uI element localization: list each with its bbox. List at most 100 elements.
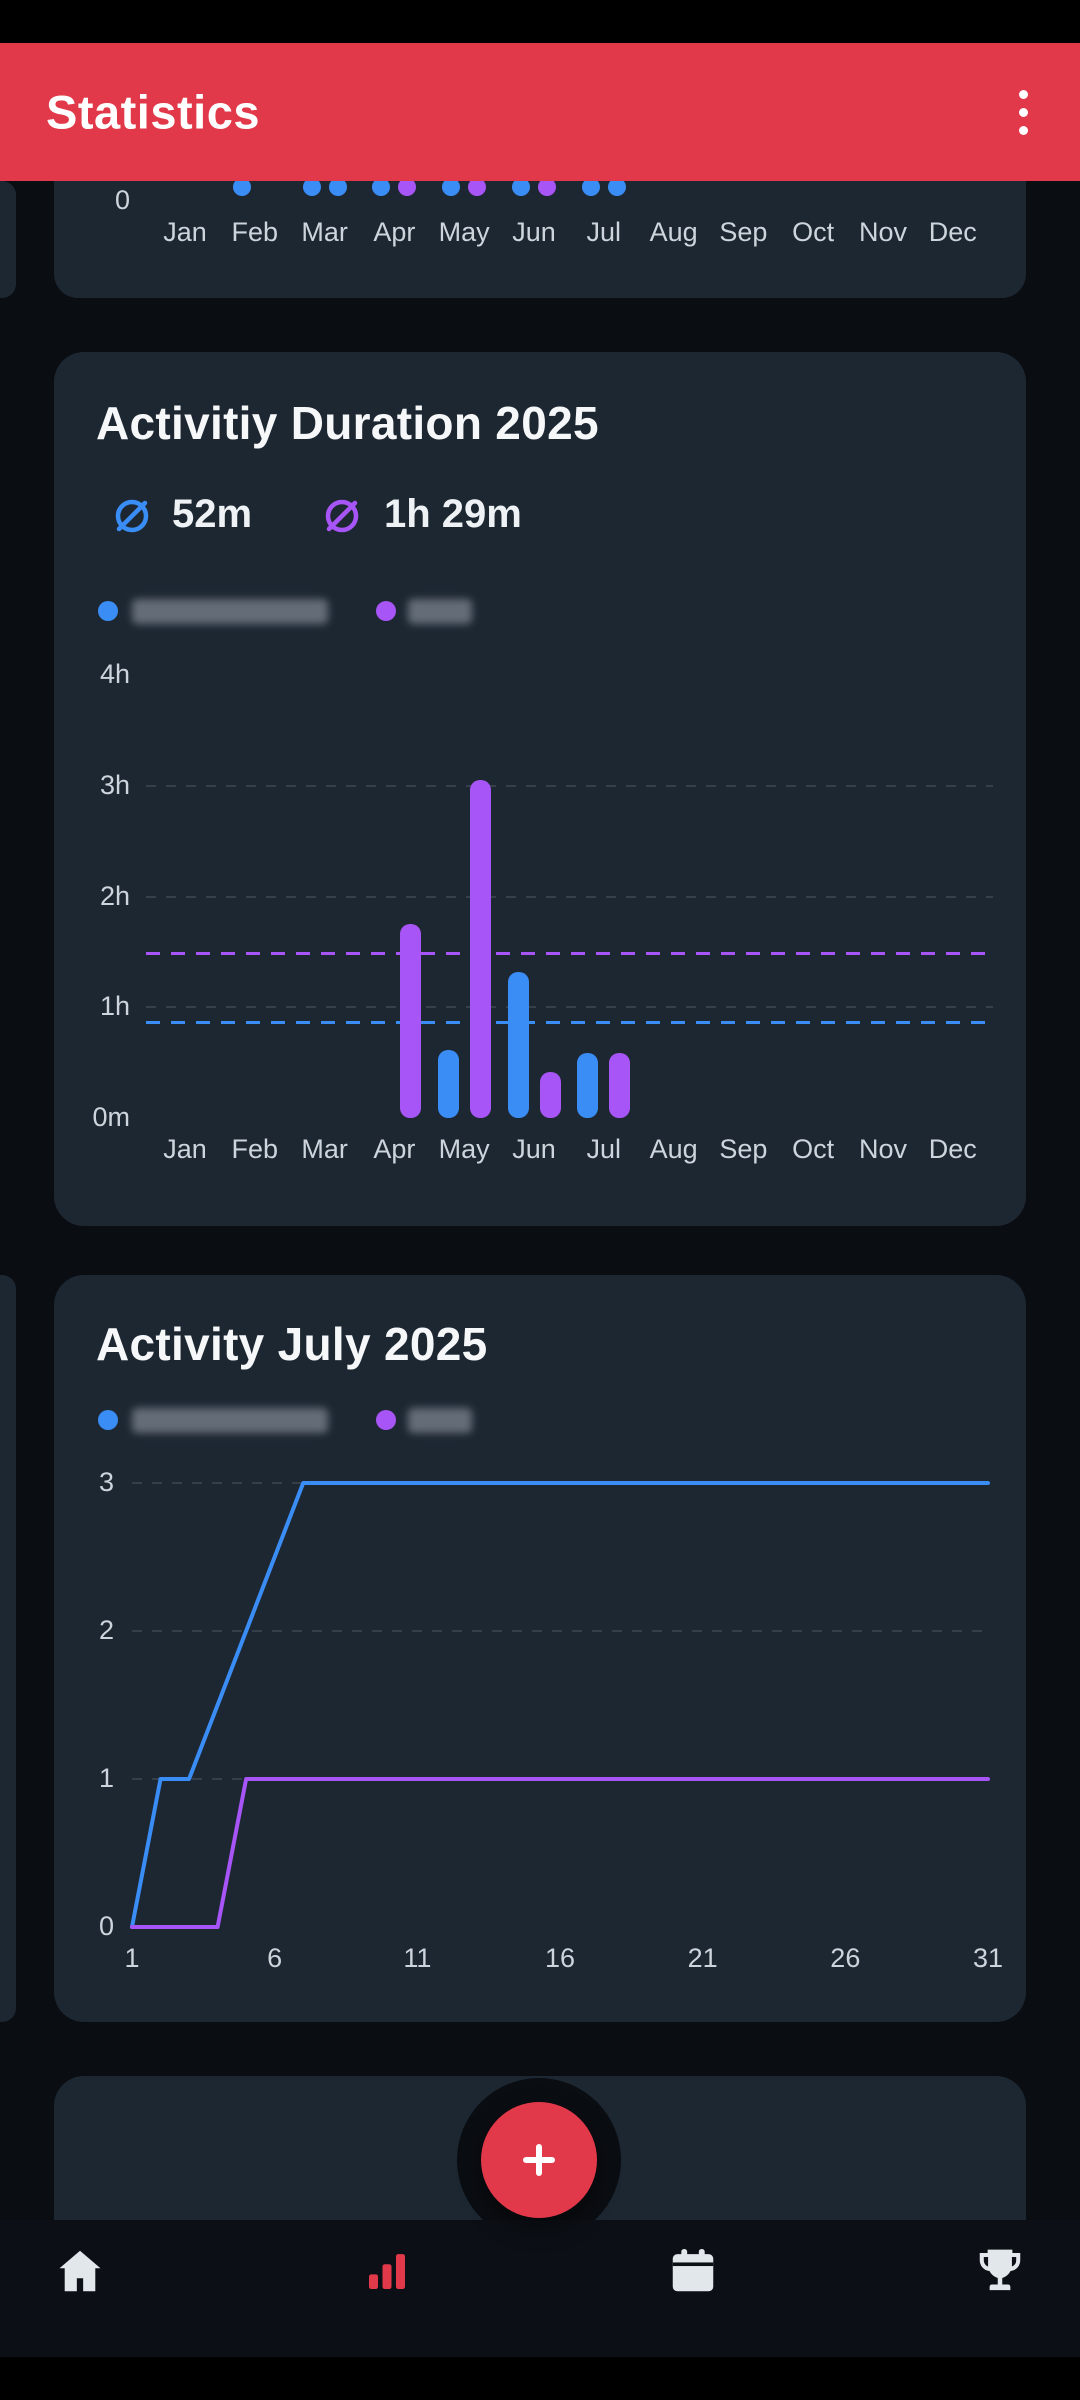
data-dot-blue (372, 181, 391, 196)
x-tick-label: Nov (858, 217, 907, 247)
data-dot-blue (581, 181, 600, 196)
y-tick-label: 1h (99, 991, 130, 1022)
bar-blue-jul (577, 1053, 599, 1118)
gesture-bar-area (0, 2357, 1080, 2400)
data-dot-purple (398, 181, 417, 196)
adjacent-card-sliver (0, 181, 16, 298)
x-tick-label: Apr (373, 1134, 416, 1164)
nav-trophy[interactable] (972, 2244, 1028, 2334)
legend-label-redacted (132, 599, 328, 624)
x-tick-label: 21 (687, 1943, 718, 1973)
average-value-blue: 52m (172, 492, 253, 536)
bottom-navigation (0, 2220, 1080, 2357)
x-tick-label: Jan (163, 1134, 207, 1164)
top-chart-card: 0 Jan Feb Mar Apr May Jun Jul Aug Sep Oct Nov Dec (54, 181, 1026, 298)
x-tick-label: Mar (301, 217, 348, 247)
x-tick-label: 1 (124, 1943, 140, 1973)
average-icon-purple (325, 499, 359, 533)
x-tick-label: Oct (792, 1134, 835, 1164)
july-chart: 0 1 2 3 1 6 11 16 21 26 31 (54, 1445, 1026, 1985)
x-tick-label: 11 (403, 1943, 432, 1973)
legend-dot-blue (98, 1410, 118, 1430)
gridline (146, 1006, 993, 1009)
bar-blue-jun (507, 972, 529, 1118)
x-tick-label: Sep (719, 217, 768, 247)
kebab-menu-icon[interactable] (996, 77, 1050, 147)
data-dot-purple (468, 181, 487, 196)
x-tick-label: Aug (649, 1134, 698, 1164)
x-tick-label: Jan (163, 217, 207, 247)
y-tick-label: 3h (99, 769, 130, 800)
y-tick-label: 0m (92, 1102, 130, 1132)
x-tick-label: Feb (231, 217, 279, 247)
line-purple (130, 1777, 990, 1929)
x-tick-label: Jun (512, 217, 556, 247)
x-tick-label: Aug (649, 217, 698, 247)
nav-statistics[interactable] (359, 2244, 415, 2334)
x-tick-label: Jul (586, 1134, 622, 1164)
july-card: Activity July 2025 0 1 2 3 1 6 11 16 21 26 31 (54, 1275, 1026, 2022)
x-tick-label: 31 (972, 1943, 1004, 1973)
duration-card: Activitiy Duration 2025 52m 1h 29m 0m 1h 2… (54, 352, 1026, 1226)
data-dot-blue (607, 181, 626, 196)
x-tick-label: Feb (231, 1134, 279, 1164)
line-blue (130, 1481, 990, 1929)
data-dot-blue (512, 181, 530, 196)
x-tick-label: Nov (858, 1134, 907, 1164)
x-tick-label: Mar (301, 1134, 348, 1164)
x-tick-label: Dec (928, 1134, 977, 1164)
legend-label-redacted (408, 1408, 472, 1433)
july-card-title: Activity July 2025 (96, 1318, 488, 1370)
duration-card-title: Activitiy Duration 2025 (96, 397, 599, 449)
bar-purple-apr (399, 924, 421, 1118)
bar-blue-may (437, 1049, 459, 1118)
legend (54, 591, 1026, 631)
y-tick-label: 3 (98, 1467, 114, 1497)
legend (54, 1400, 1026, 1440)
duration-chart: 0m 1h 2h 3h 4h Jan Feb Mar Apr May Jun Jul Aug Sep Oct… (54, 638, 1026, 1178)
data-dot-blue (442, 181, 461, 196)
plus-icon (523, 2144, 555, 2176)
nav-home[interactable] (52, 2244, 108, 2334)
x-tick-label: Jul (586, 217, 622, 247)
x-tick-label: Apr (373, 217, 416, 247)
trophy-icon (979, 2249, 1021, 2291)
nav-calendar[interactable] (665, 2244, 721, 2334)
home-icon (59, 2250, 101, 2292)
data-dot-blue (302, 181, 321, 196)
legend-dot-purple (376, 1410, 396, 1430)
x-tick-label: Jun (512, 1134, 556, 1164)
x-tick-label: Oct (792, 217, 835, 247)
average-icon-blue (115, 499, 149, 533)
legend-dot-purple (376, 601, 396, 621)
data-dot-blue (232, 181, 251, 196)
calendar-icon (673, 2248, 714, 2292)
y-tick-label: 4h (99, 659, 130, 689)
x-tick-label: Dec (928, 217, 977, 247)
bar-purple-jul (609, 1053, 631, 1118)
add-button[interactable] (481, 2102, 597, 2218)
x-tick-label: 6 (267, 1943, 283, 1973)
average-line-purple (146, 952, 993, 956)
page-title: Statistics (46, 85, 260, 139)
data-dot-purple (538, 181, 556, 196)
app-bar: Statistics (0, 43, 1080, 181)
x-tick-label: May (438, 1134, 490, 1164)
gridline (146, 784, 993, 787)
x-tick-label: 16 (544, 1943, 576, 1973)
y-tick-label: 0 (98, 1911, 114, 1941)
bar-purple-may (469, 780, 491, 1118)
july-line-plot (130, 1481, 990, 1929)
legend-label-redacted (132, 1408, 328, 1433)
bar-purple-jun (539, 1071, 561, 1118)
y-tick-label: 1 (98, 1763, 114, 1793)
legend-dot-blue (98, 601, 118, 621)
x-tick-label: May (438, 217, 490, 247)
gridline (146, 895, 993, 898)
data-dot-blue (328, 181, 347, 196)
status-bar-area (0, 0, 1080, 43)
average-value-purple: 1h 29m (384, 492, 522, 536)
y-tick-label: 0 (114, 185, 130, 215)
y-tick-label: 2 (98, 1615, 114, 1645)
